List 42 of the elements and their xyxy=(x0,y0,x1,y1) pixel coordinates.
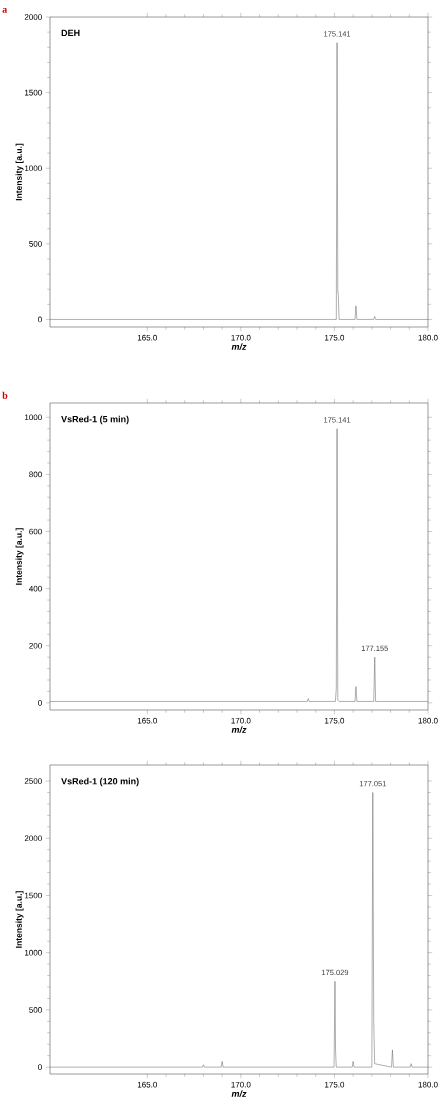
x-tick-label: 170.0 xyxy=(231,334,251,341)
x-tick-label: 180.0 xyxy=(418,717,438,724)
y-tick-label: 1000 xyxy=(24,165,42,172)
y-tick-label: 800 xyxy=(29,471,42,478)
x-tick-label: 170.0 xyxy=(231,717,251,724)
x-tick-label: 170.0 xyxy=(231,1081,251,1088)
x-tick-label: 175.0 xyxy=(324,717,344,724)
y-tick-label: 0 xyxy=(37,700,42,706)
y-axis-title: Intensity [a.u.] xyxy=(15,143,24,201)
x-tick-label: 175.0 xyxy=(324,334,344,341)
y-tick-label: 1500 xyxy=(24,89,42,96)
line-series xyxy=(49,792,429,1068)
y-axis-title: Intensity [a.u.] xyxy=(15,891,24,948)
y-tick-label: 400 xyxy=(28,585,42,592)
x-tick-label: 175.0 xyxy=(324,1081,344,1088)
x-axis-title: m/z xyxy=(231,726,247,734)
text: DEH xyxy=(61,29,80,37)
y-tick-label: 0 xyxy=(37,1064,42,1070)
y-tick-label: 500 xyxy=(29,241,42,247)
line-series xyxy=(49,428,429,702)
text: VsRed-1 (5 min) xyxy=(61,415,129,425)
x-tick-label: 180.0 xyxy=(418,334,438,341)
y-tick-label: 1500 xyxy=(24,892,42,899)
y-tick-label: 1000 xyxy=(24,949,42,956)
y-tick-label: 500 xyxy=(29,1007,42,1013)
y-axis-title: Intensity [a.u.] xyxy=(15,528,24,585)
x-tick-label: 165.0 xyxy=(137,717,157,724)
x-tick-label: 180.0 xyxy=(418,1081,438,1088)
y-tick-label: 200 xyxy=(29,642,42,649)
y-tick-label: 2000 xyxy=(24,835,42,842)
y-tick-label: 1000 xyxy=(24,414,42,421)
x-tick-label: 165.0 xyxy=(137,334,157,341)
x-axis-title: m/z xyxy=(231,1090,247,1098)
text: VsRed-1 (120 min) xyxy=(61,777,139,787)
x-axis-title: m/z xyxy=(231,343,247,351)
y-tick-label: 2500 xyxy=(24,778,42,784)
text: a xyxy=(2,8,7,13)
y-tick-label: 0 xyxy=(37,316,42,323)
y-tick-label: 2000 xyxy=(24,14,42,20)
y-tick-label: 600 xyxy=(29,528,42,535)
text: b xyxy=(2,391,8,399)
x-tick-label: 165.0 xyxy=(137,1081,157,1088)
